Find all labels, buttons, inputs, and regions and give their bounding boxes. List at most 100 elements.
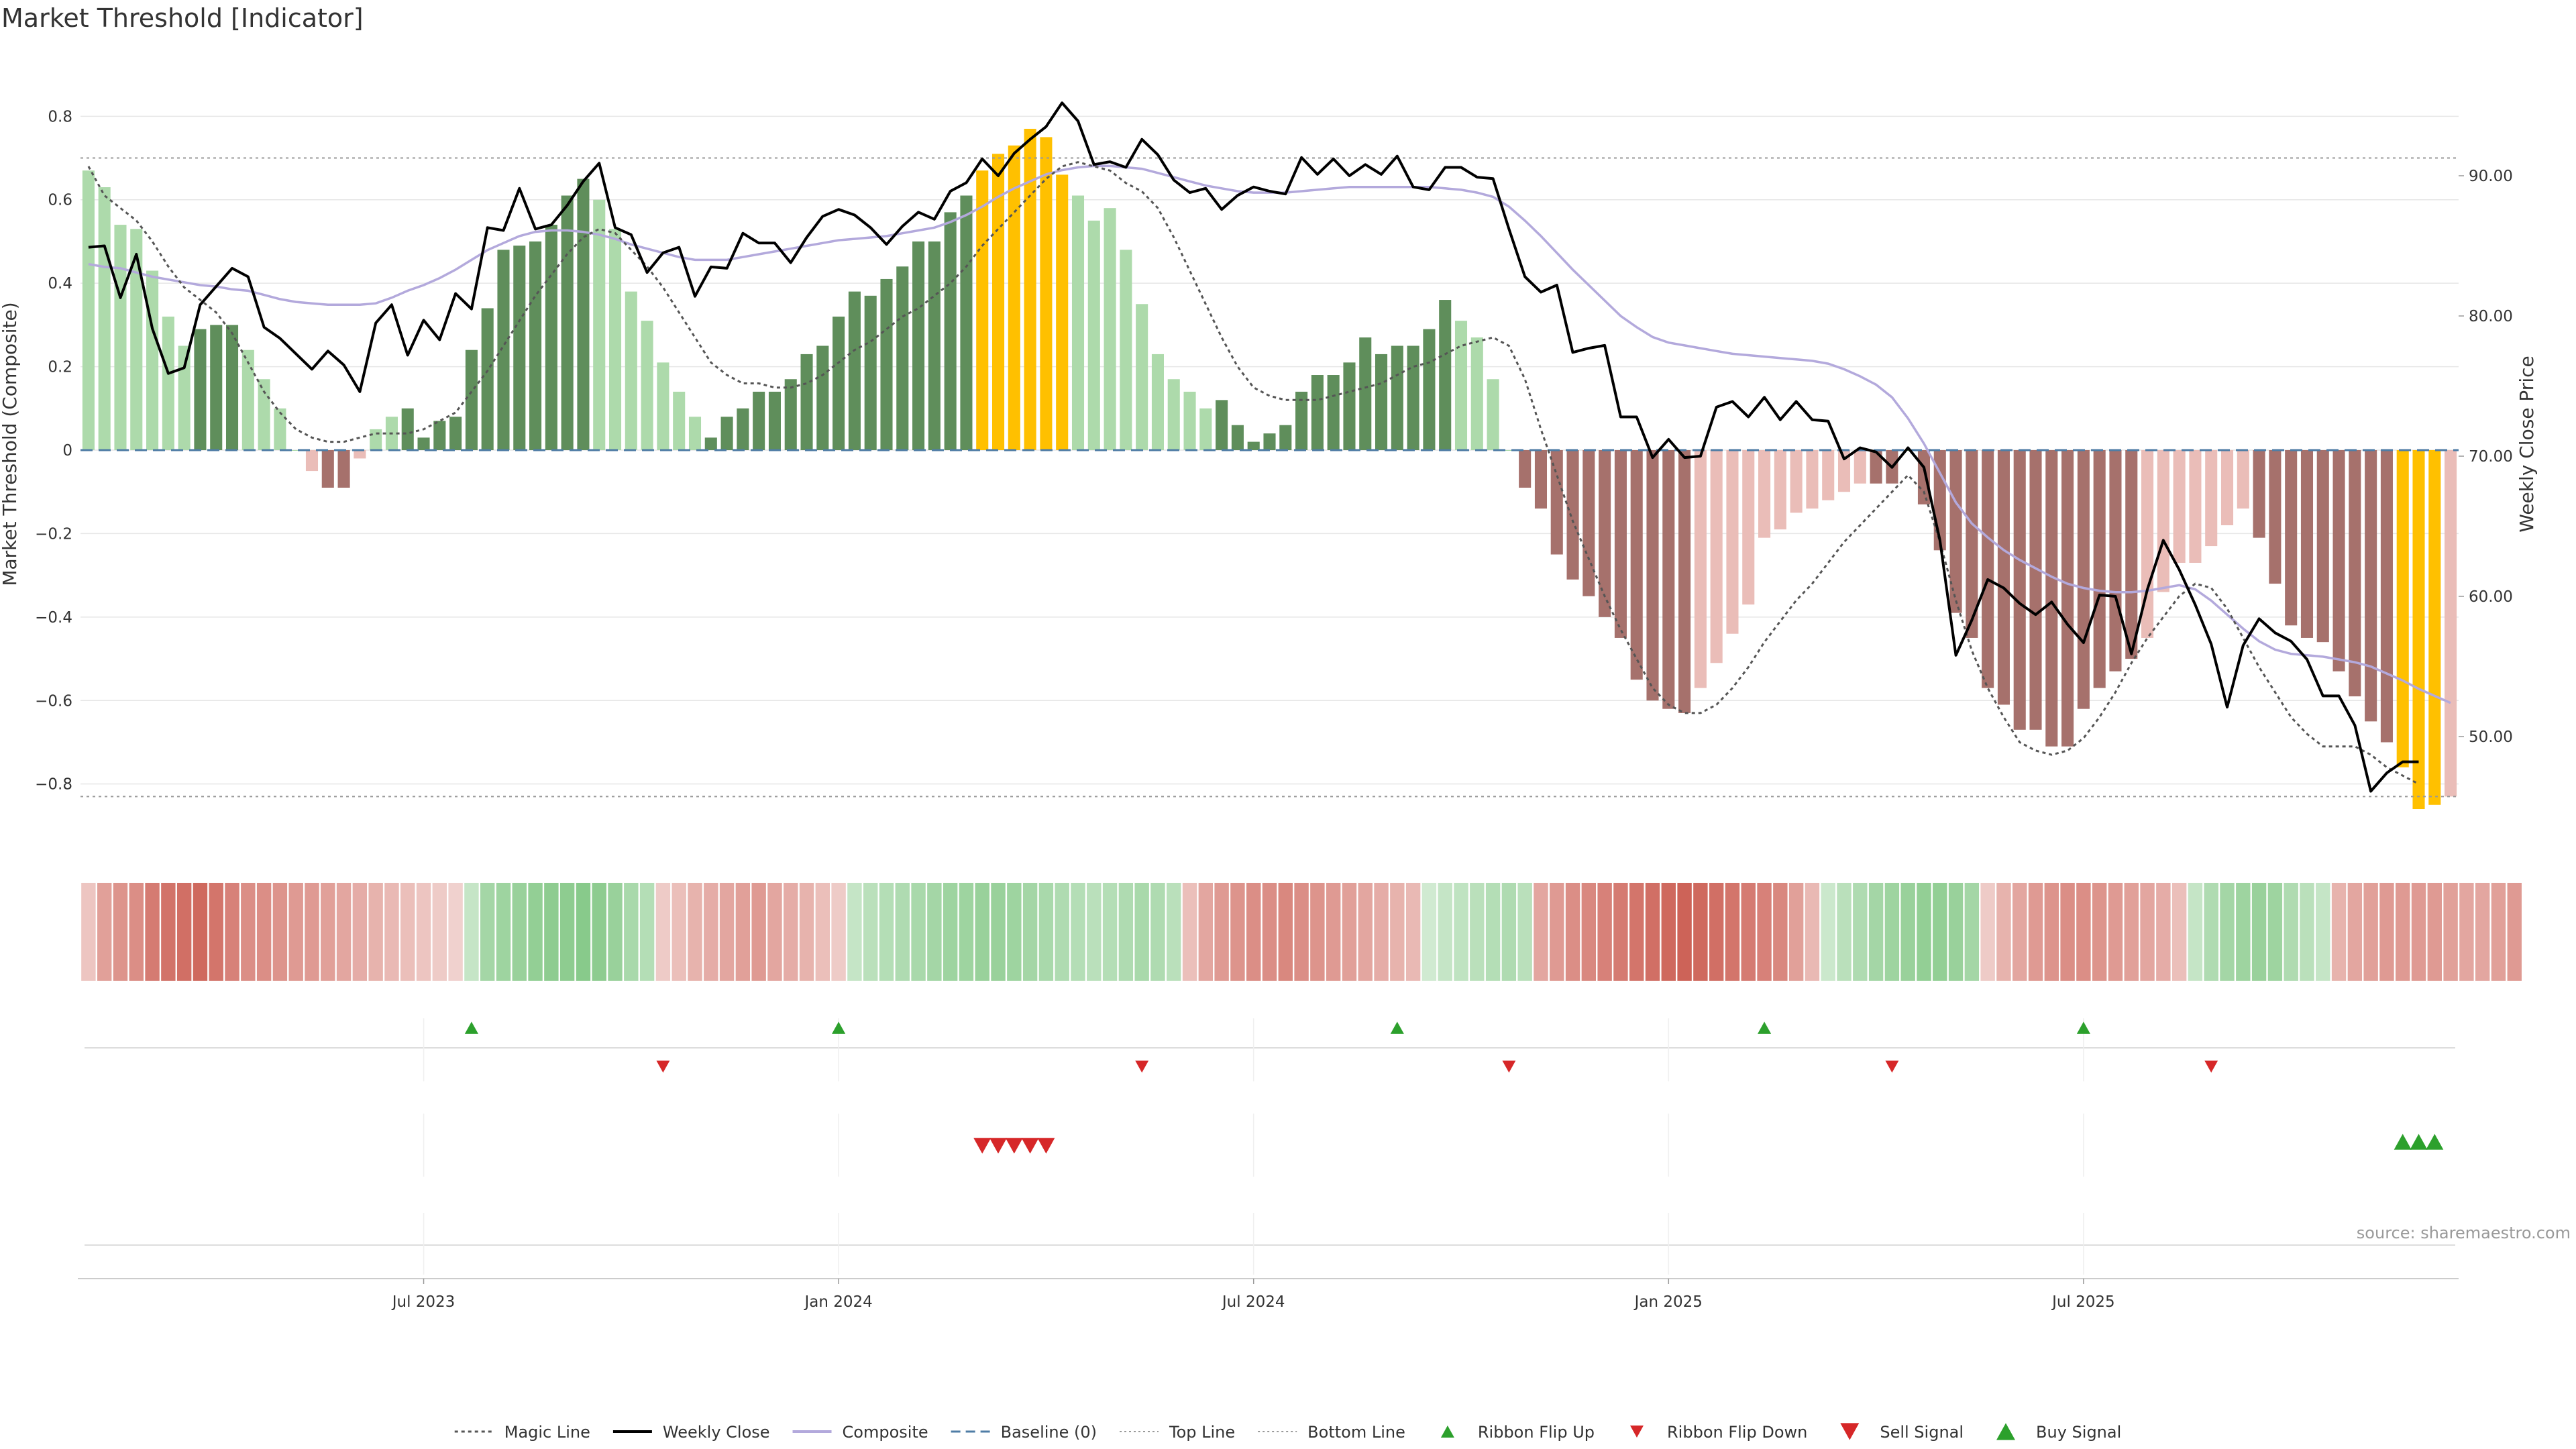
composite-bar: [1758, 450, 1771, 538]
composite-bar: [1040, 137, 1053, 450]
composite-bar: [1008, 145, 1020, 450]
ribbon-cell: [751, 883, 766, 981]
ribbon-cell: [1214, 883, 1229, 981]
composite-bar: [593, 199, 606, 450]
composite-bar: [545, 225, 557, 450]
ribbon-cell: [815, 883, 830, 981]
composite-bar: [82, 170, 95, 451]
composite-bar: [2428, 450, 2441, 805]
composite-bar: [2109, 450, 2122, 672]
ribbon-flip-up-marker: [2076, 1022, 2090, 1034]
composite-bar: [784, 379, 797, 450]
composite-bar: [768, 391, 781, 450]
composite-bar: [1343, 362, 1356, 450]
ribbon-cell: [448, 883, 463, 981]
ribbon-cell: [1996, 883, 2011, 981]
ribbon-cell: [480, 883, 495, 981]
ribbon-cell: [288, 883, 303, 981]
composite-bar: [1470, 337, 1483, 450]
composite-bar: [1407, 345, 1419, 450]
ribbon-cell: [2092, 883, 2107, 981]
ribbon-cell: [2331, 883, 2347, 981]
composite-bar: [1534, 450, 1548, 509]
ribbon-flip-up-marker: [832, 1022, 846, 1034]
ribbon-cell: [1517, 883, 1532, 981]
y-axis-title: Market Threshold (Composite): [0, 302, 21, 586]
ribbon-cell: [1948, 883, 1964, 981]
composite-bar: [1136, 304, 1148, 450]
legend: Magic Line Weekly Close Composite Baseline …: [454, 1423, 2121, 1442]
composite-bar: [1024, 128, 1036, 450]
composite-bar: [2349, 450, 2361, 697]
ribbon-cell: [2028, 883, 2043, 981]
ribbon-cell: [97, 883, 112, 981]
ribbon-cell: [352, 883, 368, 981]
y2-axis-title: Weekly Close Price: [2516, 356, 2538, 532]
composite-bar: [1710, 450, 1723, 663]
legend-swatch: [1996, 1423, 2015, 1440]
y-tick-label: 0.8: [48, 108, 72, 125]
composite-bar: [1295, 391, 1308, 450]
chart-title: Market Threshold [Indicator]: [1, 3, 364, 33]
composite-bar: [1423, 329, 1436, 450]
ribbon-cell: [2491, 883, 2506, 981]
ribbon-cell: [2443, 883, 2458, 981]
composite-bar: [2013, 450, 2026, 730]
ribbon-cell: [1980, 883, 1995, 981]
ribbon-flip-down-marker: [1885, 1061, 1899, 1073]
ribbon-cell: [704, 883, 718, 981]
composite-bar: [1263, 433, 1276, 450]
composite-bar: [2125, 450, 2138, 659]
composite-bar: [976, 170, 989, 451]
composite-bar: [1678, 450, 1691, 713]
sell-signal-marker: [1037, 1138, 1055, 1154]
ribbon-cell: [1788, 883, 1804, 981]
composite-bar: [1726, 450, 1739, 634]
legend-label: Buy Signal: [2036, 1423, 2121, 1442]
ribbon-cell: [2411, 883, 2426, 981]
composite-bar: [481, 308, 494, 450]
ribbon-cell: [528, 883, 543, 981]
signal-markers: [85, 1018, 2455, 1275]
y-tick-label: −0.4: [35, 609, 72, 627]
y2-tick-label: 60.00: [2469, 588, 2513, 606]
ribbon-cell: [272, 883, 288, 981]
ribbon-cell: [2267, 883, 2283, 981]
ribbon-cell: [2140, 883, 2155, 981]
ribbon-cell: [2156, 883, 2171, 981]
composite-bar: [2365, 450, 2377, 722]
ribbon-cell: [1262, 883, 1277, 981]
ribbon-cell: [464, 883, 479, 981]
ribbon-cell: [1150, 883, 1165, 981]
composite-bar: [1837, 450, 1851, 492]
ribbon-cell: [1645, 883, 1660, 981]
composite-bar: [800, 354, 813, 450]
ribbon-cell: [1470, 883, 1485, 981]
composite-bar: [1056, 174, 1069, 450]
composite-bar: [608, 229, 622, 450]
x-tick-label: Jul 2024: [1221, 1293, 1285, 1311]
composite-bar: [1454, 321, 1468, 450]
ribbon-cell: [2475, 883, 2490, 981]
ribbon-cell: [1868, 883, 1884, 981]
composite-bar: [1503, 450, 1515, 451]
composite-bar: [1439, 300, 1452, 450]
composite-bar: [2445, 450, 2457, 797]
ribbon-cell: [559, 883, 575, 981]
composite-bar: [641, 321, 653, 450]
ribbon-cell: [1629, 883, 1644, 981]
ribbon-cell: [1278, 883, 1293, 981]
composite-bar: [1199, 408, 1212, 450]
composite-bar: [1311, 375, 1324, 450]
composite-bar: [2157, 450, 2169, 592]
ribbon-cell: [368, 883, 383, 981]
composite-bar: [2237, 450, 2249, 509]
ribbon-cell: [2459, 883, 2474, 981]
composite-bar: [2300, 450, 2314, 638]
ribbon-cell: [895, 883, 910, 981]
ribbon-cell: [1421, 883, 1437, 981]
composite-bar: [1487, 379, 1499, 450]
composite-bar: [1614, 450, 1627, 638]
ribbon-cell: [2507, 883, 2522, 981]
